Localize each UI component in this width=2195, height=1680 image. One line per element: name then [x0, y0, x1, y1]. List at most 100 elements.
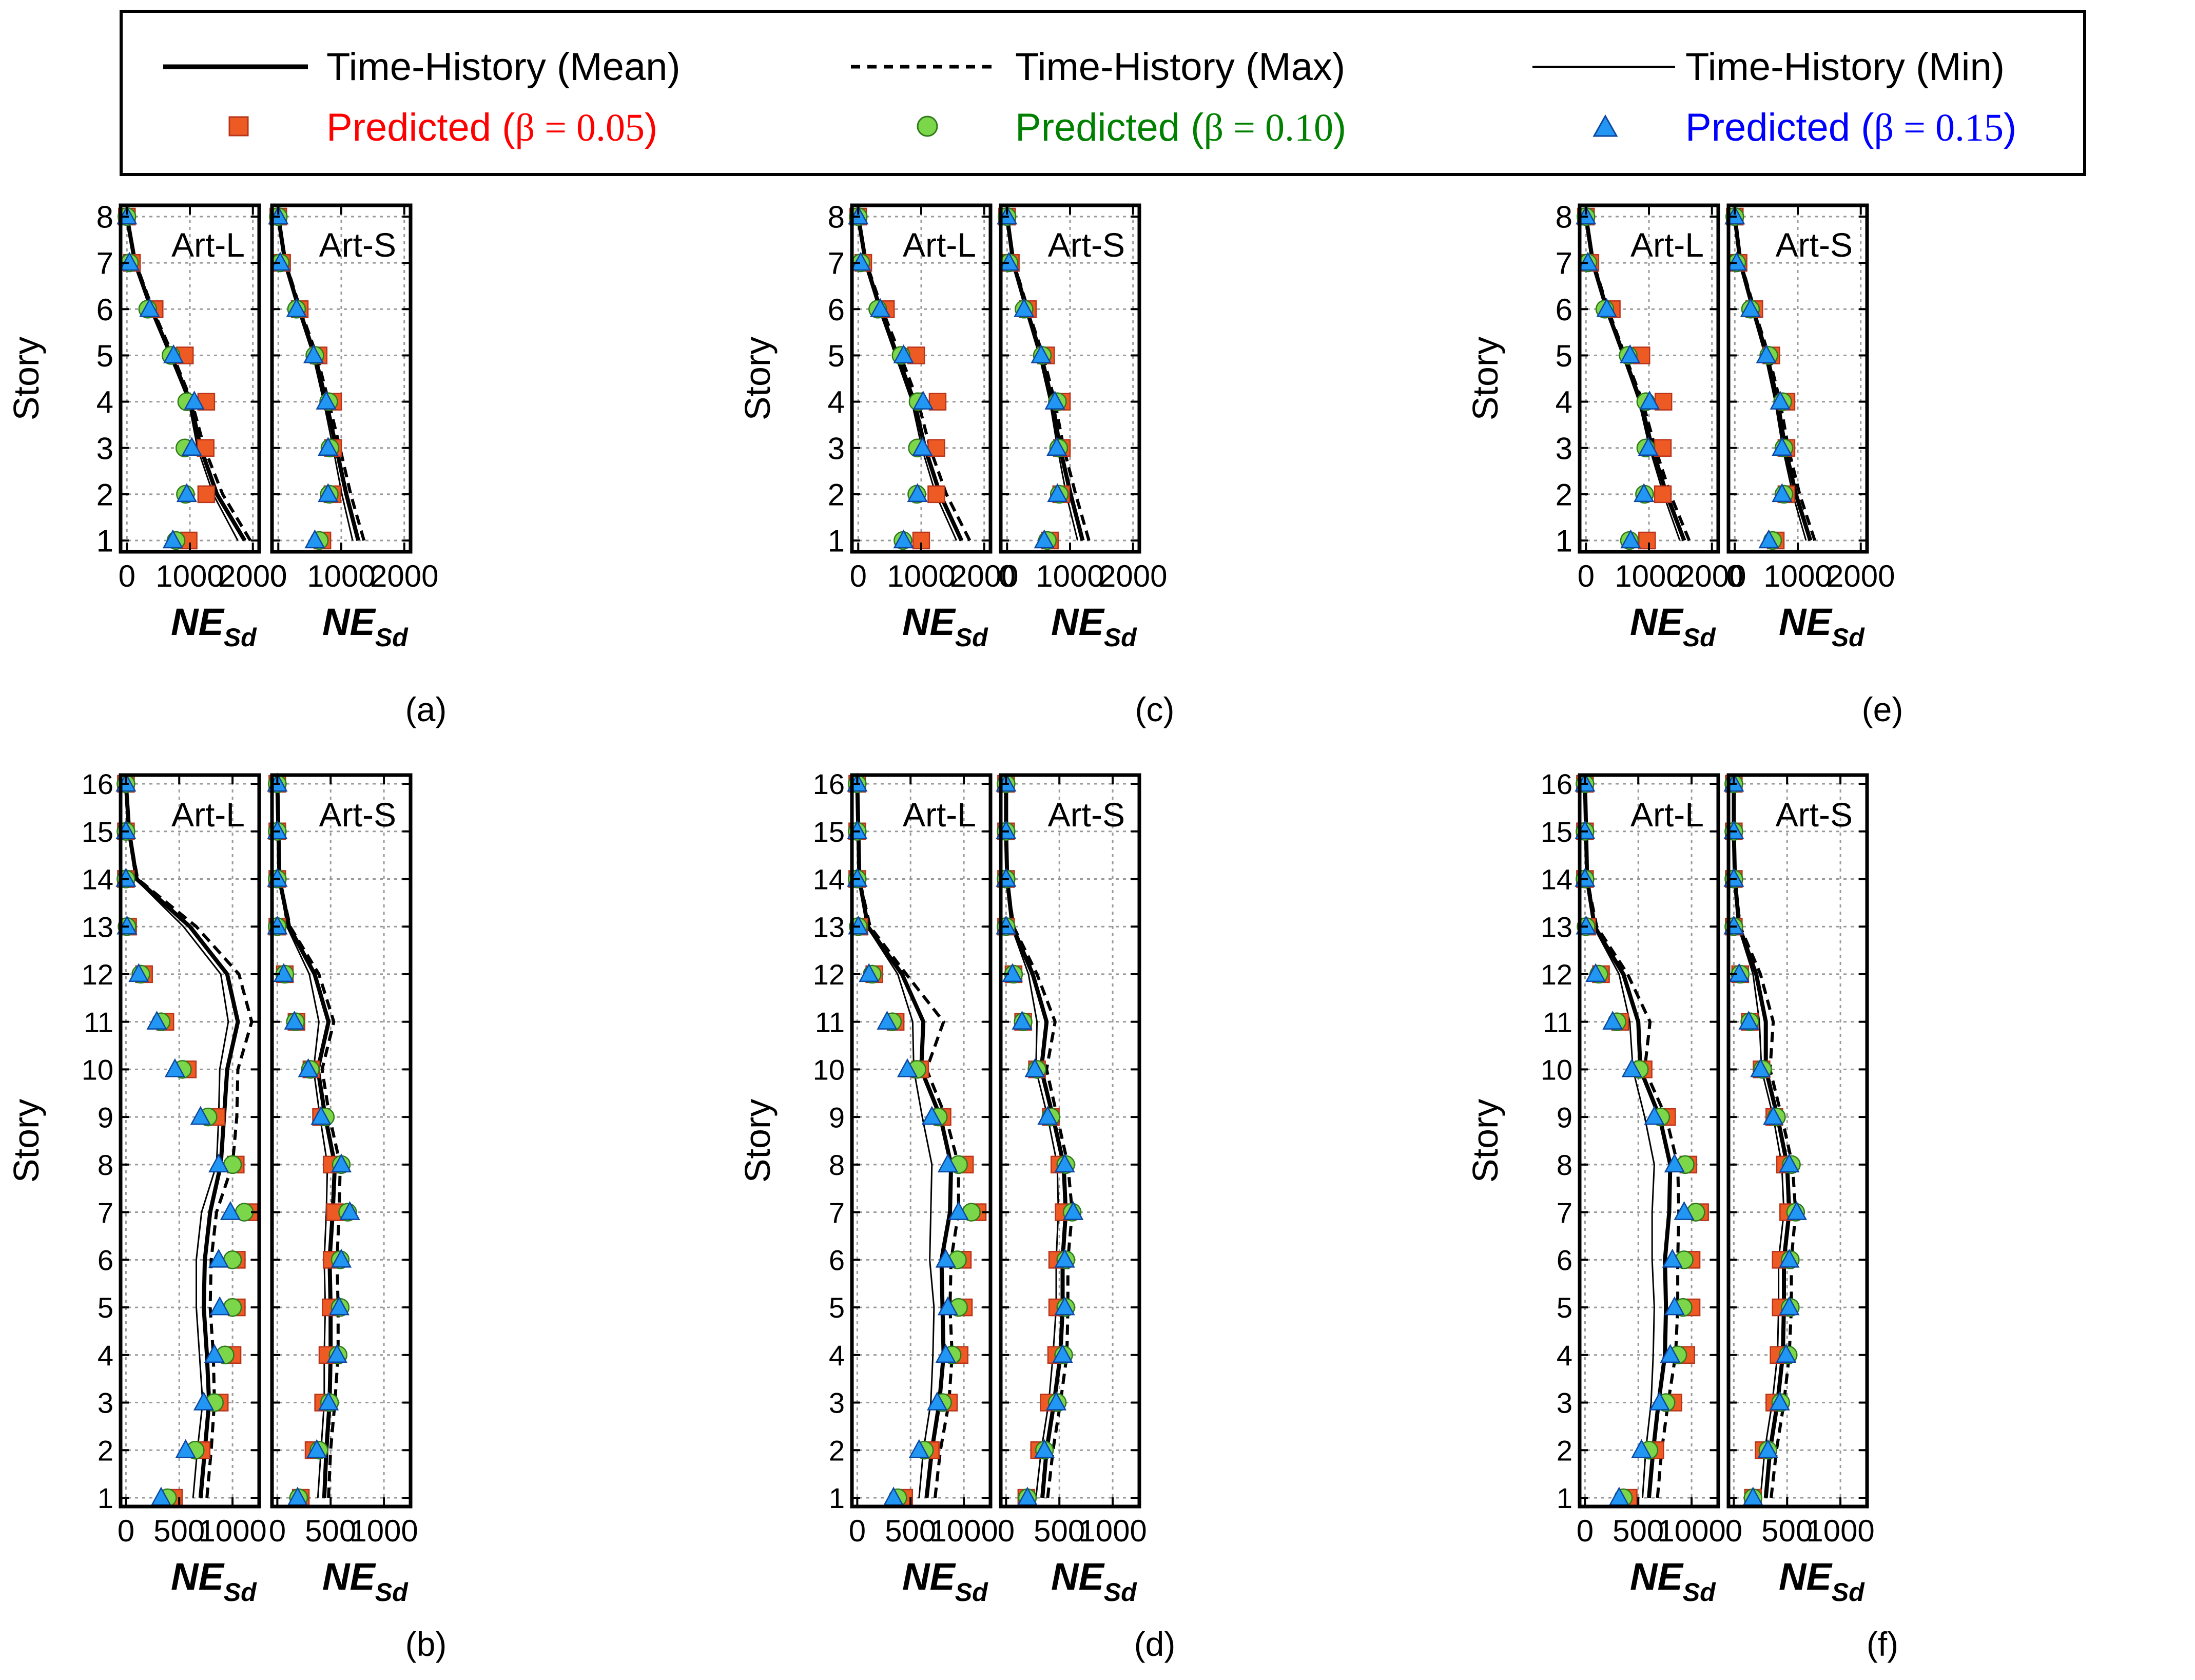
- marker-p15: [1044, 390, 1065, 410]
- marker-p15: [1046, 437, 1067, 456]
- subplot-title: Art-L: [1630, 226, 1704, 264]
- marker-p15: [204, 1344, 225, 1363]
- panel-label-d: (d): [1134, 1625, 1176, 1663]
- x-tick-label: 1000: [1763, 559, 1832, 593]
- series-mean-line: [1004, 784, 1068, 1498]
- y-tick-label: 8: [828, 200, 845, 235]
- x-axis-label: NESd: [1051, 1555, 1137, 1607]
- legend-p15-label: Predicted (β = 0.15): [1685, 106, 2016, 149]
- legend-max-label: Time-History (Max): [1015, 45, 1345, 89]
- marker-p15: [935, 1248, 956, 1268]
- panel-label-b: (b): [405, 1625, 447, 1663]
- x-axis-label-sub: Sd: [1104, 623, 1137, 652]
- y-tick-label: 6: [98, 1244, 113, 1276]
- panel-label-f: (f): [1867, 1625, 1898, 1663]
- y-tick-label: 6: [828, 293, 845, 327]
- plot-b-art-l: 0 500100012345678910111213141516Art-LNESd…: [6, 768, 267, 1607]
- marker-p15: [1639, 390, 1660, 410]
- x-tick-label: 1000: [929, 1514, 998, 1548]
- marker-p15: [181, 437, 202, 456]
- marker-p15: [1631, 1439, 1652, 1458]
- marker-p15: [139, 298, 160, 317]
- x-tick-label: 500: [885, 1514, 936, 1548]
- x-tick-label: 1000: [198, 1514, 266, 1548]
- legend-p05-prefix: Predicted (: [326, 106, 515, 149]
- y-axis-label: Story: [737, 1099, 778, 1183]
- legend-p10-beta: β = 0.10: [1204, 106, 1334, 149]
- marker-p15: [328, 1296, 349, 1316]
- marker-p15: [176, 483, 197, 503]
- y-tick-label: 4: [1556, 385, 1572, 419]
- series-max-line: [856, 783, 960, 1498]
- legend-p05-label: Predicted (β = 0.05): [326, 106, 657, 149]
- marker-p15: [921, 1106, 942, 1125]
- x-axis-label-main: NE: [1630, 601, 1684, 643]
- marker-p15: [318, 1391, 339, 1411]
- marker-p15: [220, 1201, 241, 1220]
- legend-frame: [120, 10, 2086, 176]
- y-tick-label: 7: [96, 246, 113, 281]
- marker-p15: [310, 1106, 332, 1125]
- y-tick-label: 9: [1557, 1101, 1572, 1133]
- marker-p15: [1596, 298, 1617, 317]
- marker-p15: [937, 1153, 959, 1173]
- legend: Time-History (Mean) Time-History (Max) T…: [120, 10, 2086, 176]
- marker-p15: [304, 529, 325, 549]
- x-tick-label: 1000: [1657, 1514, 1725, 1548]
- y-tick-label: 4: [1557, 1339, 1572, 1372]
- marker-p15: [1585, 963, 1606, 982]
- marker-p05: [927, 439, 945, 457]
- marker-p15: [907, 483, 928, 503]
- marker-p15: [1772, 483, 1793, 503]
- marker-p15: [893, 344, 914, 363]
- marker-p15: [1763, 1106, 1784, 1125]
- x-axis-label-sub: Sd: [955, 623, 988, 652]
- series-min-line: [1733, 784, 1785, 1498]
- marker-p15: [1750, 1058, 1771, 1077]
- marker-p15: [1024, 1058, 1045, 1077]
- marker-p15: [1054, 1296, 1075, 1316]
- marker-p15: [1660, 1344, 1681, 1363]
- y-tick-label: 7: [98, 1196, 113, 1229]
- y-tick-label: 3: [829, 1387, 845, 1419]
- marker-p15: [1644, 1106, 1665, 1125]
- legend-mean-label: Time-History (Mean): [326, 45, 681, 89]
- y-tick-label: 8: [829, 1149, 845, 1181]
- x-axis-label-main: NE: [322, 601, 376, 643]
- legend-p15-marker: [1592, 114, 1618, 137]
- y-tick-label: 9: [829, 1101, 845, 1133]
- x-tick-label: 2000: [950, 559, 1018, 593]
- marker-p15: [1621, 1058, 1642, 1077]
- y-tick-label: 10: [813, 1054, 845, 1086]
- plot-frame: [850, 773, 993, 1509]
- y-tick-label: 8: [1556, 200, 1572, 235]
- marker-p15: [306, 1439, 327, 1458]
- marker-p15: [859, 963, 880, 982]
- x-axis-label-sub: Sd: [1832, 623, 1865, 652]
- x-tick-label: 1000: [1036, 559, 1104, 593]
- subplot-title: Art-S: [1776, 796, 1853, 834]
- x-tick-label: 0: [998, 1514, 1015, 1548]
- x-axis-label-sub: Sd: [375, 623, 409, 652]
- legend-min-label: Time-History (Min): [1685, 45, 2005, 89]
- marker-p15: [1664, 1153, 1685, 1173]
- marker-p15: [273, 963, 294, 982]
- x-tick-label: 0: [1725, 1514, 1742, 1548]
- x-tick-label: 500: [1613, 1514, 1664, 1548]
- x-axis-label: NESd: [322, 601, 409, 652]
- marker-p15: [935, 1344, 956, 1363]
- marker-p15: [163, 344, 184, 363]
- y-tick-label: 14: [813, 863, 845, 896]
- y-tick-label: 1: [98, 1482, 113, 1514]
- y-axis-label: Story: [737, 337, 778, 420]
- marker-p05: [1638, 531, 1656, 550]
- series-min-line: [1005, 784, 1059, 1498]
- y-tick-label: 2: [96, 477, 113, 512]
- y-tick-label: 15: [82, 816, 113, 848]
- marker-p15: [1779, 1296, 1800, 1316]
- y-axis-label: Story: [1465, 1099, 1505, 1183]
- marker-p15: [1769, 1391, 1790, 1411]
